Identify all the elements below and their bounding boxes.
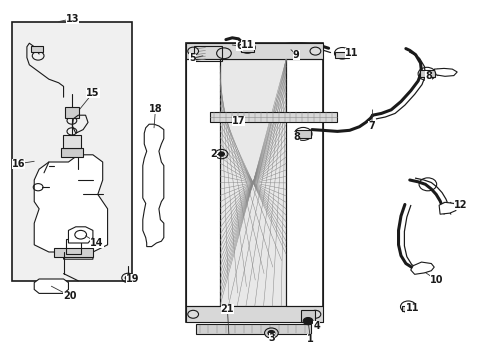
Bar bbox=[185, 43, 322, 59]
Text: 15: 15 bbox=[86, 88, 100, 98]
Circle shape bbox=[187, 47, 198, 55]
Circle shape bbox=[309, 47, 320, 55]
Text: 3: 3 bbox=[268, 333, 275, 343]
Circle shape bbox=[187, 310, 198, 318]
Text: 8: 8 bbox=[293, 132, 300, 142]
Text: 1: 1 bbox=[306, 334, 313, 344]
Circle shape bbox=[125, 276, 131, 280]
Polygon shape bbox=[142, 124, 163, 247]
Circle shape bbox=[309, 310, 320, 318]
Text: 13: 13 bbox=[65, 14, 79, 24]
Text: 8: 8 bbox=[424, 71, 431, 81]
Polygon shape bbox=[433, 68, 456, 76]
Circle shape bbox=[267, 330, 274, 336]
Bar bbox=[65, 107, 79, 118]
Bar bbox=[185, 306, 322, 322]
Text: 11: 11 bbox=[405, 303, 418, 313]
Text: 2: 2 bbox=[209, 149, 216, 159]
Bar bbox=[220, 59, 285, 306]
Bar bbox=[31, 46, 43, 52]
Text: 14: 14 bbox=[90, 238, 103, 248]
Text: 11: 11 bbox=[345, 48, 358, 58]
Text: 17: 17 bbox=[231, 116, 245, 126]
Bar bbox=[54, 248, 93, 257]
Text: 16: 16 bbox=[12, 159, 25, 169]
Bar bbox=[194, 46, 222, 61]
Text: 21: 21 bbox=[220, 304, 234, 314]
Bar bbox=[12, 22, 132, 281]
Circle shape bbox=[264, 328, 278, 338]
Bar bbox=[300, 310, 315, 322]
Bar bbox=[185, 59, 220, 306]
Text: 4: 4 bbox=[313, 321, 320, 331]
Polygon shape bbox=[410, 262, 433, 274]
Polygon shape bbox=[34, 155, 107, 259]
Bar bbox=[401, 306, 415, 311]
Bar bbox=[419, 70, 434, 77]
Polygon shape bbox=[68, 227, 93, 243]
Text: 20: 20 bbox=[63, 291, 77, 301]
Bar bbox=[62, 135, 81, 148]
Bar bbox=[61, 148, 83, 157]
Bar bbox=[296, 130, 310, 138]
Text: 7: 7 bbox=[367, 121, 374, 131]
Bar bbox=[195, 324, 310, 334]
Text: 18: 18 bbox=[148, 104, 162, 114]
Bar bbox=[335, 52, 348, 58]
Bar bbox=[210, 112, 337, 122]
Bar bbox=[240, 47, 254, 52]
Bar bbox=[185, 43, 322, 322]
Text: 5: 5 bbox=[188, 53, 195, 63]
Text: 19: 19 bbox=[126, 274, 140, 284]
Text: 9: 9 bbox=[292, 50, 299, 60]
Text: 6: 6 bbox=[236, 41, 243, 51]
Text: 11: 11 bbox=[241, 40, 254, 50]
Bar bbox=[285, 59, 322, 306]
Circle shape bbox=[218, 152, 224, 156]
Circle shape bbox=[303, 318, 312, 325]
Text: 12: 12 bbox=[453, 200, 467, 210]
Text: 10: 10 bbox=[429, 275, 443, 285]
Polygon shape bbox=[34, 279, 68, 293]
Polygon shape bbox=[438, 202, 456, 214]
Bar bbox=[66, 239, 81, 254]
